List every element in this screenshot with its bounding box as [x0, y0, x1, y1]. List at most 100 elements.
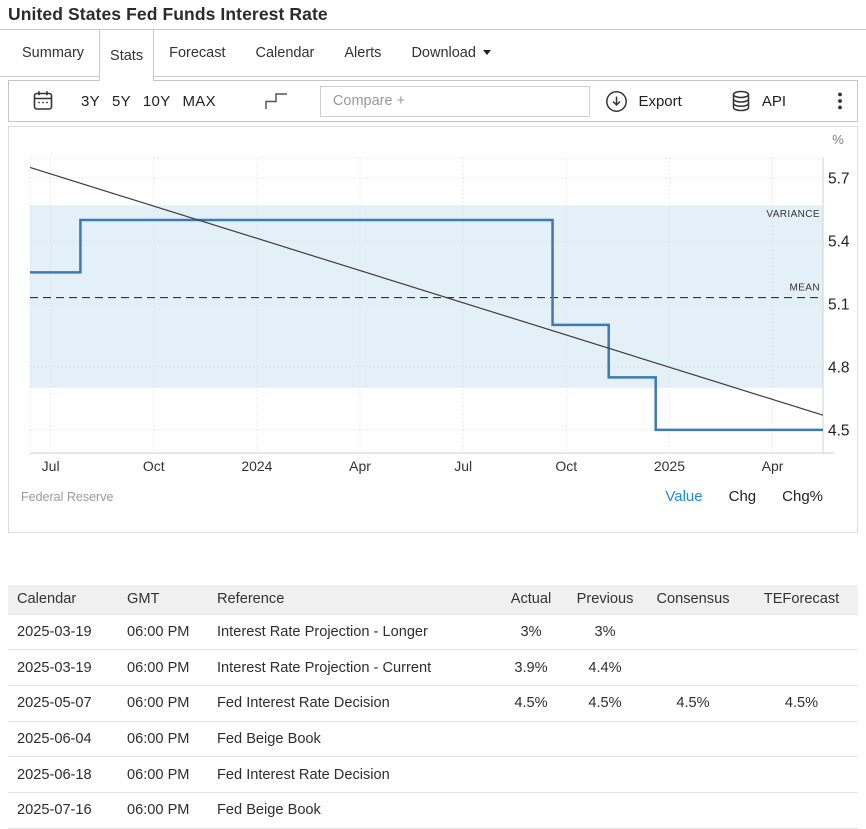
col-header-teforecast: TEForecast	[745, 585, 858, 614]
table-row[interactable]: 2025-05-07 06:00 PM Fed Interest Rate Deci…	[8, 685, 858, 722]
step-line-icon	[264, 90, 289, 112]
x-axis-tick: Jul	[42, 458, 60, 474]
export-button[interactable]: Export	[595, 89, 682, 114]
cell-teforecast	[745, 721, 858, 758]
mode-value-button[interactable]: Value	[665, 488, 703, 505]
col-header-previous: Previous	[569, 585, 641, 614]
range-10y-button[interactable]: 10Y	[137, 93, 177, 110]
chart-source: Federal Reserve	[21, 490, 114, 504]
x-axis-tick: Jul	[454, 458, 472, 474]
tab-label: Alerts	[344, 45, 382, 61]
series-straight	[29, 166, 824, 416]
export-label: Export	[638, 92, 682, 110]
compare-input[interactable]	[319, 85, 590, 117]
cell-actual	[493, 721, 569, 758]
x-axis-tick: Apr	[762, 458, 784, 474]
x-axis-tick: Oct	[143, 458, 165, 474]
tab-stats[interactable]: Stats	[99, 30, 155, 81]
cell-actual: 3.9%	[493, 649, 569, 686]
range-buttons: 3Y 5Y 10Y MAX	[75, 93, 222, 110]
cell-reference: Interest Rate Projection - Current	[208, 649, 493, 686]
fed-funds-rate-chart: 5.7 5.4 5.1 4.8 4.5 Jul Oct 2024 Apr Jul Oct 2025 Ap…	[29, 132, 850, 474]
calendar-table: Calendar GMT Reference Actual Previous Consen…	[8, 585, 858, 829]
calendar-icon	[31, 89, 55, 113]
cell-calendar: 2025-06-18	[8, 756, 118, 793]
cell-actual: 3%	[493, 613, 569, 651]
cell-calendar: 2025-03-19	[8, 613, 118, 651]
tab-forecast[interactable]: Forecast	[154, 30, 240, 76]
tab-label: Summary	[22, 45, 85, 61]
table-row[interactable]: 2025-07-16 06:00 PM Fed Beige Book	[8, 792, 858, 829]
cell-previous	[569, 721, 641, 758]
tab-bar: Summary Stats Forecast Calendar Alerts Downlo…	[0, 30, 866, 81]
x-axis-tick: 2025	[654, 458, 685, 474]
cell-previous	[569, 792, 641, 829]
database-icon	[729, 89, 753, 113]
chart-card: 5.7 5.4 5.1 4.8 4.5 Jul Oct 2024 Apr Jul Oct 2025 Ap…	[8, 126, 858, 533]
cell-teforecast	[745, 792, 858, 829]
chart-mode-switch: Value Chg Chg%	[665, 488, 823, 505]
cell-gmt: 06:00 PM	[118, 685, 208, 722]
cell-reference: Fed Beige Book	[208, 721, 493, 758]
col-header-reference: Reference	[208, 585, 493, 614]
range-3y-button[interactable]: 3Y	[75, 93, 106, 110]
col-header-actual: Actual	[493, 585, 569, 614]
tab-summary[interactable]: Summary	[7, 30, 99, 76]
cell-teforecast	[745, 613, 858, 651]
step-chart-type-button[interactable]	[264, 90, 289, 112]
cell-previous: 3%	[569, 613, 641, 651]
cell-gmt: 06:00 PM	[118, 756, 208, 793]
cell-consensus: 4.5%	[641, 685, 745, 722]
y-axis-tick: 5.1	[828, 296, 850, 313]
table-row[interactable]: 2025-03-19 06:00 PM Interest Rate Projecti…	[8, 613, 858, 651]
cell-gmt: 06:00 PM	[118, 721, 208, 758]
page-header: United States Fed Funds Interest Rate	[0, 0, 866, 30]
tab-download[interactable]: Download	[396, 30, 506, 76]
date-range-calendar-button[interactable]	[31, 89, 55, 113]
mode-chg-button[interactable]: Chg	[728, 488, 757, 505]
caret-down-icon	[482, 50, 491, 55]
y-axis-tick: 5.4	[828, 233, 850, 250]
table-header-row: Calendar GMT Reference Actual Previous Consen…	[8, 585, 858, 614]
cell-reference: Fed Interest Rate Decision	[208, 756, 493, 793]
series-step	[30, 218, 823, 432]
cell-reference: Interest Rate Projection - Longer	[208, 613, 493, 651]
kebab-icon	[835, 89, 845, 113]
tab-label: Forecast	[169, 45, 226, 61]
kebab-menu-button[interactable]	[826, 89, 845, 113]
cell-previous: 4.4%	[569, 649, 641, 686]
cell-previous: 4.5%	[569, 685, 641, 722]
table-row[interactable]: 2025-06-04 06:00 PM Fed Beige Book	[8, 721, 858, 758]
range-max-button[interactable]: MAX	[177, 93, 222, 110]
range-5y-button[interactable]: 5Y	[106, 93, 137, 110]
tab-label: Calendar	[255, 45, 315, 61]
cell-actual	[493, 792, 569, 829]
cell-calendar: 2025-06-04	[8, 721, 118, 758]
tab-label: Download	[411, 45, 476, 61]
y-axis-tick: 5.7	[828, 170, 850, 187]
cell-consensus	[641, 792, 745, 829]
cell-calendar: 2025-07-16	[8, 792, 118, 829]
mode-chg-pct-button[interactable]: Chg%	[782, 488, 823, 505]
tab-calendar[interactable]: Calendar	[241, 30, 330, 76]
cell-teforecast	[745, 649, 858, 686]
table-row[interactable]: 2025-03-19 06:00 PM Interest Rate Projecti…	[8, 649, 858, 686]
cell-reference: Fed Beige Book	[208, 792, 493, 829]
x-axis-tick: 2024	[241, 458, 272, 474]
api-label: API	[761, 92, 786, 110]
tab-label: Stats	[110, 47, 144, 64]
x-axis-tick: Apr	[349, 458, 371, 474]
cell-gmt: 06:00 PM	[118, 649, 208, 686]
tab-alerts[interactable]: Alerts	[329, 30, 396, 76]
mean-label: MEAN	[790, 283, 821, 294]
table-row[interactable]: 2025-06-18 06:00 PM Fed Interest Rate Deci…	[8, 756, 858, 793]
y-axis-tick: 4.8	[828, 359, 850, 376]
cell-calendar: 2025-05-07	[8, 685, 118, 722]
cell-previous	[569, 756, 641, 793]
cell-actual	[493, 756, 569, 793]
cell-consensus	[641, 756, 745, 793]
api-button[interactable]: API	[720, 89, 786, 113]
cell-consensus	[641, 649, 745, 686]
cell-actual: 4.5%	[493, 685, 569, 722]
